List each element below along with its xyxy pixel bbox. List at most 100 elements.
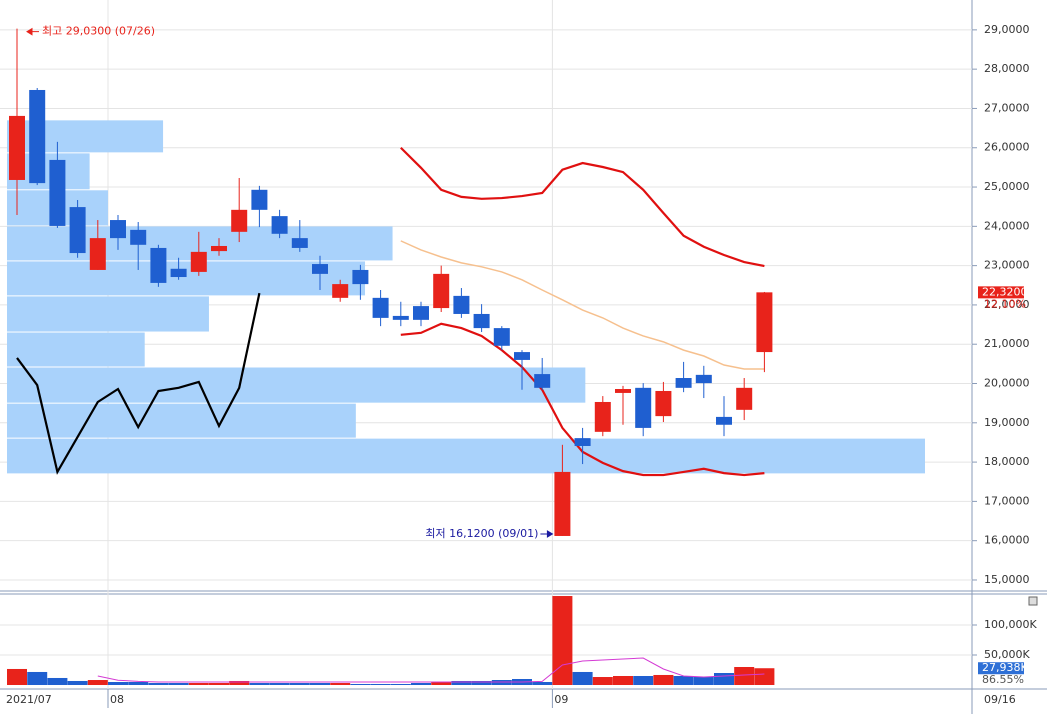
y-tick-label: 23,0000 bbox=[984, 259, 1030, 272]
x-tick-label: 08 bbox=[110, 693, 124, 706]
y-tick-label: 18,0000 bbox=[984, 455, 1030, 468]
candle-body bbox=[271, 216, 288, 234]
candle-body bbox=[251, 189, 268, 210]
candle-body bbox=[635, 387, 652, 428]
volume-bar bbox=[47, 677, 68, 685]
candle-body bbox=[29, 89, 46, 184]
volume-bar bbox=[754, 668, 775, 685]
volume-bar bbox=[734, 667, 755, 685]
volume-bar bbox=[370, 683, 391, 685]
volume-bar bbox=[310, 683, 330, 685]
candle-body bbox=[695, 374, 712, 384]
line bbox=[97, 657, 765, 683]
candle-body bbox=[130, 229, 147, 245]
volume-bar bbox=[613, 676, 633, 685]
volume-bar bbox=[653, 674, 674, 685]
candle-body bbox=[716, 416, 732, 425]
candle-body bbox=[655, 390, 672, 417]
candle-body bbox=[453, 295, 470, 314]
last-price: 22,3200 bbox=[982, 285, 1028, 298]
candle-body bbox=[392, 315, 409, 320]
candle-body bbox=[493, 328, 510, 346]
candle-body bbox=[9, 115, 25, 180]
y-tick-label: 29,0000 bbox=[984, 23, 1030, 36]
candle-body bbox=[89, 238, 106, 270]
candle-body bbox=[756, 292, 773, 353]
candle-body bbox=[110, 220, 126, 239]
y-tick-label: 22,0000 bbox=[984, 298, 1030, 311]
volume-bar bbox=[249, 683, 270, 685]
x-tick-label: 09 bbox=[554, 693, 568, 706]
low-annotation: 최저 16,1200 (09/01) bbox=[425, 527, 538, 540]
volume-profile-bar bbox=[7, 296, 209, 332]
candle-body bbox=[372, 297, 389, 318]
arrow bbox=[26, 27, 39, 36]
last-volume: 27,938K bbox=[982, 661, 1028, 674]
volume-bar bbox=[673, 676, 694, 685]
volume-bar bbox=[552, 596, 573, 685]
arrow bbox=[540, 530, 554, 538]
volume-bar bbox=[431, 682, 452, 685]
line bbox=[400, 146, 765, 268]
volume-bar bbox=[350, 683, 371, 685]
line bbox=[400, 240, 765, 370]
volume-profile-bar bbox=[7, 403, 356, 438]
candle-body bbox=[69, 207, 86, 254]
candle-body bbox=[332, 284, 349, 298]
high-annotation: 최고 29,0300 (07/26) bbox=[42, 25, 155, 38]
current-date: 09/16 bbox=[984, 693, 1016, 706]
ratio-label: 86.55% bbox=[982, 673, 1024, 686]
line bbox=[16, 292, 261, 475]
volume-bar bbox=[229, 680, 250, 685]
candle-body bbox=[473, 313, 490, 329]
candle-body bbox=[615, 389, 631, 393]
candle-body bbox=[736, 387, 753, 410]
candle-body bbox=[291, 238, 308, 248]
volume-bar bbox=[532, 682, 553, 685]
volume-bar bbox=[491, 680, 512, 685]
volume-bar bbox=[693, 677, 714, 685]
candle-body bbox=[675, 378, 692, 388]
volume-bar bbox=[128, 682, 149, 685]
volume-bar bbox=[633, 676, 654, 685]
volume-bar bbox=[209, 683, 229, 685]
y-tick-label: 26,0000 bbox=[984, 141, 1030, 154]
volume-bar bbox=[108, 682, 128, 685]
candle-body bbox=[352, 269, 369, 285]
candle-body bbox=[170, 268, 187, 278]
y-tick-label: 15,0000 bbox=[984, 573, 1030, 586]
volume-bar bbox=[7, 668, 27, 685]
y-tick-label: 17,0000 bbox=[984, 494, 1030, 507]
last-volume-box bbox=[978, 662, 1024, 675]
volume-profile-bar bbox=[7, 367, 586, 403]
candle-body bbox=[534, 374, 551, 388]
candle-body bbox=[594, 401, 611, 432]
y-tick-label: 21,0000 bbox=[984, 337, 1030, 350]
candle-body bbox=[574, 438, 591, 446]
candle-body bbox=[433, 273, 450, 309]
y-tick-label: 28,0000 bbox=[984, 62, 1030, 75]
candle-body bbox=[211, 245, 227, 252]
candle-body bbox=[231, 209, 248, 232]
volume-bar bbox=[67, 680, 88, 685]
y-tick-label: 100,000K bbox=[984, 618, 1037, 631]
y-tick-label: 25,0000 bbox=[984, 180, 1030, 193]
volume-bar bbox=[269, 683, 290, 685]
x-tick-label: 2021/07 bbox=[6, 693, 52, 706]
volume-profile-bar bbox=[7, 261, 366, 296]
candle-body bbox=[150, 247, 167, 283]
volume-bar bbox=[572, 671, 593, 685]
volume-profile-bar bbox=[7, 438, 925, 474]
candle-body bbox=[413, 306, 429, 320]
volume-bar bbox=[27, 671, 48, 685]
pane-close-button[interactable] bbox=[1028, 596, 1038, 606]
candle-body bbox=[514, 352, 530, 360]
volume-bar bbox=[188, 683, 209, 685]
candle-body bbox=[312, 264, 328, 274]
volume-bar bbox=[168, 683, 189, 685]
last-price-box bbox=[978, 286, 1024, 299]
candle-body bbox=[554, 471, 571, 536]
volume-bar bbox=[148, 683, 169, 685]
volume-bar bbox=[411, 683, 431, 685]
